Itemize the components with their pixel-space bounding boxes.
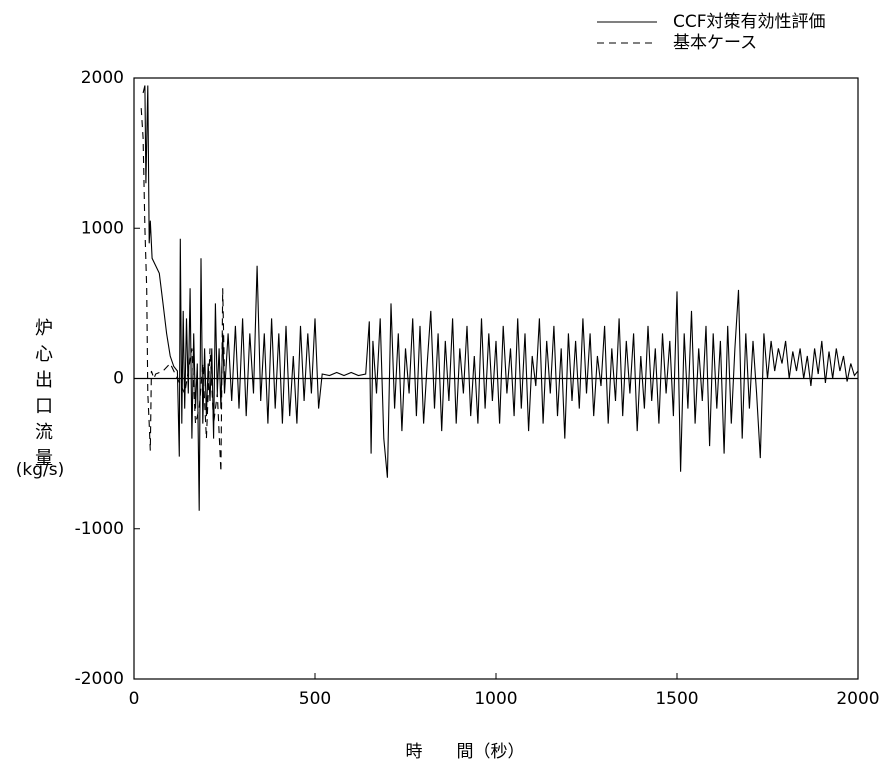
legend-label: CCF対策有効性評価	[673, 12, 826, 32]
y-tick-label: 2000	[81, 68, 124, 88]
y-tick-label: -1000	[75, 519, 124, 539]
series-line	[142, 85, 858, 511]
y-axis-unit: (kg/s)	[16, 460, 65, 480]
y-tick-label: 1000	[81, 218, 124, 238]
x-axis-label: 時 間（秒）	[406, 742, 525, 762]
x-tick-label: 500	[299, 689, 331, 709]
x-tick-label: 2000	[836, 689, 879, 709]
x-tick-label: 1500	[655, 689, 698, 709]
y-axis-label: 炉心出口流量	[32, 318, 53, 474]
x-tick-label: 1000	[474, 689, 517, 709]
y-tick-label: 0	[113, 369, 124, 389]
x-tick-label: 0	[129, 689, 140, 709]
y-tick-label: -2000	[75, 669, 124, 689]
series-line	[140, 108, 226, 472]
legend-label: 基本ケース	[673, 33, 757, 53]
